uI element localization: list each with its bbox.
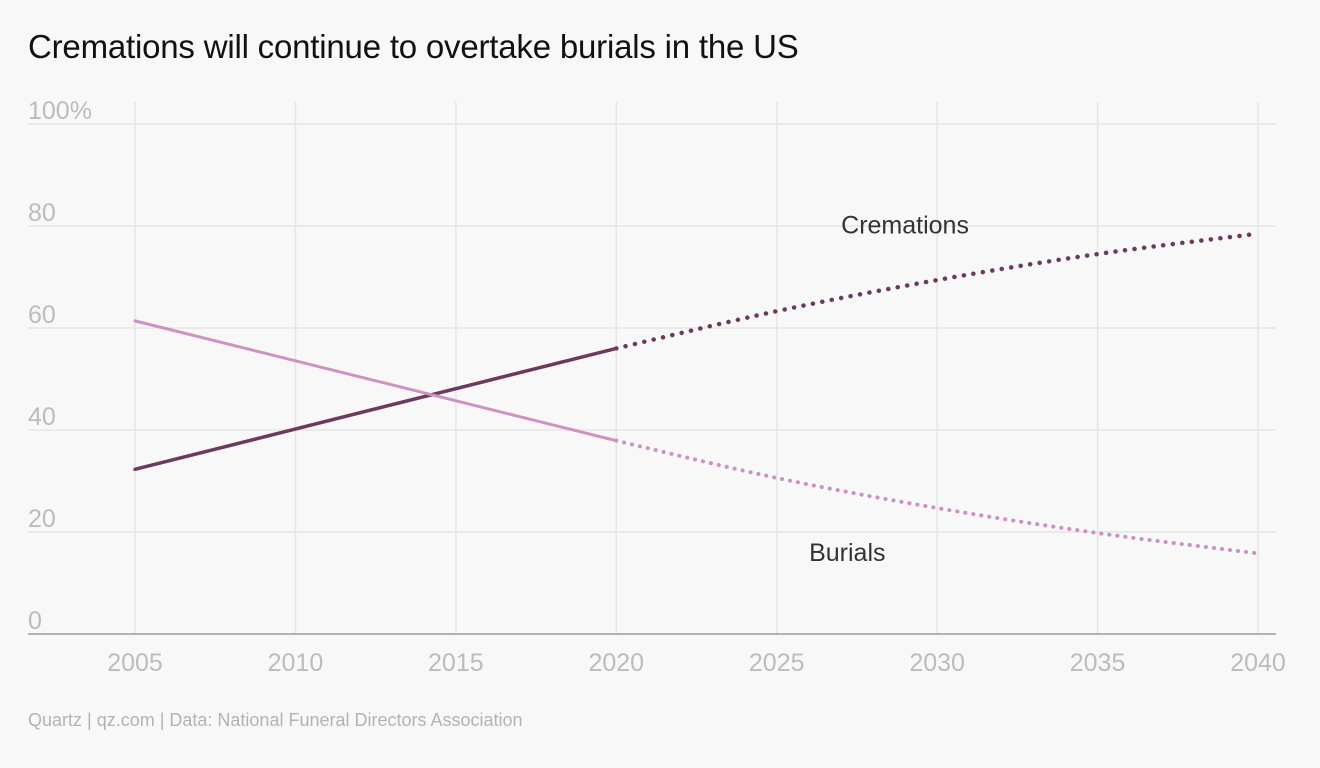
series-line-actual <box>133 346 619 472</box>
x-tick-label: 2035 <box>1070 649 1126 677</box>
series-label-cremations: Cremations <box>841 212 969 240</box>
x-axis-ticks: 2005 2010 2015 2020 2025 2030 2035 2040 <box>107 649 1286 677</box>
series-label-burials: Burials <box>809 539 885 567</box>
x-tick-label: 2025 <box>749 649 805 677</box>
y-tick-label: 100% <box>28 97 92 125</box>
x-tick-label: 2015 <box>428 649 484 677</box>
y-axis-ticks: 0 20 40 60 80 100% <box>28 97 92 635</box>
x-tick-label: 2040 <box>1230 649 1286 677</box>
y-tick-label: 20 <box>28 505 56 533</box>
source-footer: Quartz | qz.com | Data: National Funeral… <box>28 710 523 730</box>
series-line-projection <box>614 231 1261 351</box>
series-labels: Cremations Burials <box>809 212 969 567</box>
chart-title: Cremations will continue to overtake bur… <box>28 28 799 65</box>
series-line-actual <box>133 319 618 443</box>
x-tick-label: 2010 <box>268 649 324 677</box>
x-tick-label: 2005 <box>107 649 163 677</box>
series-lines <box>133 231 1261 556</box>
y-tick-label: 40 <box>28 403 56 431</box>
y-tick-label: 60 <box>28 301 56 329</box>
x-tick-label: 2020 <box>588 649 644 677</box>
y-tick-label: 80 <box>28 199 56 227</box>
gridlines <box>28 102 1276 634</box>
y-tick-label: 0 <box>28 607 42 635</box>
x-tick-label: 2030 <box>909 649 965 677</box>
